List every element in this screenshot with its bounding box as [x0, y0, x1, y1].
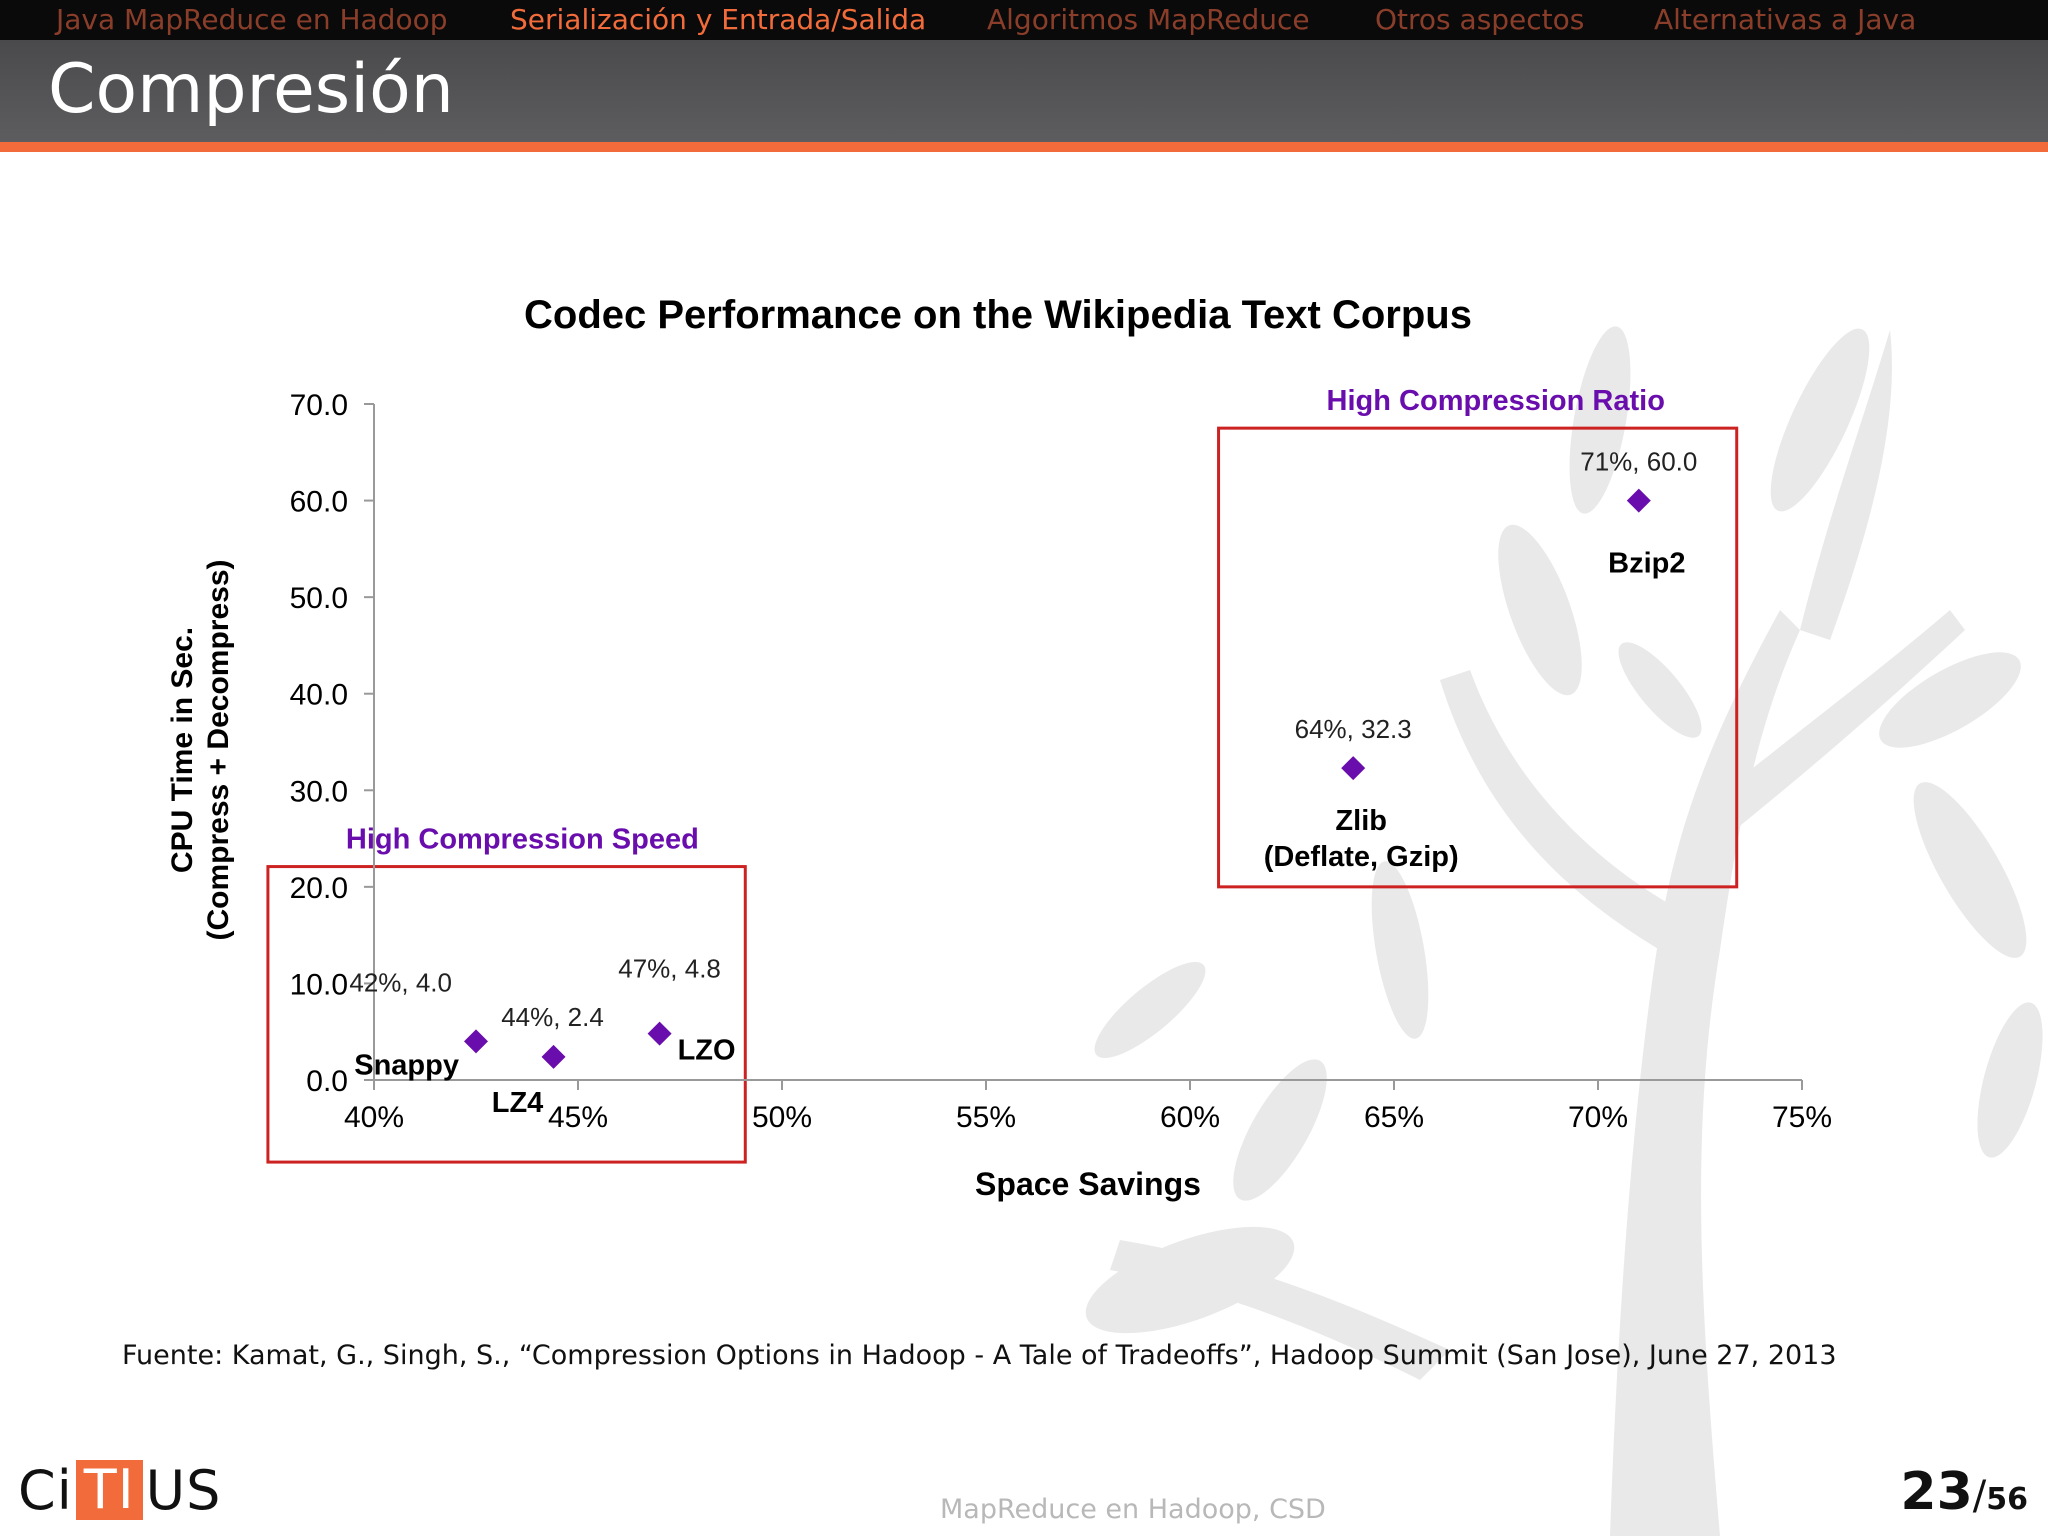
data-point: [1341, 756, 1366, 781]
data-label: 47%, 4.8: [618, 954, 721, 984]
data-point: [541, 1044, 566, 1069]
codec-scatter-chart: Codec Performance on the Wikipedia Text …: [166, 293, 1832, 1202]
source-note: Fuente: Kamat, G., Singh, S., “Compressi…: [122, 1340, 1837, 1371]
page-separator: /: [1972, 1473, 1987, 1519]
group-box: [1217, 426, 1739, 889]
page-number: 23/56: [1900, 1462, 2028, 1522]
y-tick-label: 30.0: [290, 775, 348, 808]
logo-text-left: Ci: [18, 1458, 73, 1522]
x-tick-label: 75%: [1772, 1101, 1832, 1134]
logo-text-right: US: [145, 1458, 222, 1522]
data-label: 71%, 60.0: [1580, 447, 1697, 477]
y-axis-label-line-2: (Compress + Decompress): [202, 560, 235, 941]
point-name: Zlib: [1335, 805, 1387, 837]
data-label: 42%, 4.0: [349, 967, 452, 997]
y-tick-label: 40.0: [290, 679, 348, 712]
logo-text-box: TI: [75, 1460, 143, 1520]
slide-title: Compresión: [48, 50, 454, 129]
citius-logo: Ci TI US: [18, 1458, 222, 1522]
title-underline: [0, 142, 2048, 152]
nav-item-java-mapreduce[interactable]: Java MapReduce en Hadoop: [56, 3, 448, 36]
y-tick-label: 10.0: [290, 968, 348, 1001]
group-label: High Compression Ratio: [1327, 385, 1665, 417]
nav-item-algoritmos[interactable]: Algoritmos MapReduce: [987, 3, 1310, 36]
footer-presentation-title: MapReduce en Hadoop, CSD: [940, 1494, 1326, 1525]
point-name: LZ4: [492, 1087, 544, 1119]
point-name: Snappy: [354, 1049, 459, 1081]
x-tick-label: 65%: [1364, 1101, 1424, 1134]
x-tick-label: 45%: [548, 1101, 608, 1134]
title-bar: [0, 40, 2048, 142]
point-name: Bzip2: [1608, 548, 1685, 580]
tree-watermark-icon: [1085, 326, 2043, 1536]
point-name-secondary: (Deflate, Gzip): [1264, 841, 1459, 873]
y-tick-label: 50.0: [290, 582, 348, 615]
data-point: [1626, 488, 1651, 513]
x-tick-label: 55%: [956, 1101, 1016, 1134]
group-box: [266, 865, 747, 1164]
x-tick-label: 50%: [752, 1101, 812, 1134]
point-name: LZO: [678, 1035, 736, 1067]
y-axis-label-line-1: CPU Time in Sec.: [166, 627, 199, 873]
nav-item-alternativas[interactable]: Alternativas a Java: [1654, 3, 1917, 36]
data-label: 44%, 2.4: [501, 1002, 604, 1032]
x-tick-label: 60%: [1160, 1101, 1220, 1134]
group-label: High Compression Speed: [346, 824, 699, 856]
data-label: 64%, 32.3: [1295, 714, 1412, 744]
section-navbar: Java MapReduce en Hadoop Serialización y…: [0, 0, 2048, 40]
data-point: [464, 1029, 488, 1054]
page-current: 23: [1900, 1462, 1973, 1522]
y-tick-label: 0.0: [306, 1065, 348, 1098]
y-tick-label: 20.0: [290, 872, 348, 905]
y-tick-label: 60.0: [290, 486, 348, 519]
chart-title: Codec Performance on the Wikipedia Text …: [524, 293, 1472, 337]
page-total: 56: [1986, 1482, 2028, 1517]
nav-item-serializacion[interactable]: Serialización y Entrada/Salida: [510, 3, 927, 36]
x-axis-label: Space Savings: [975, 1166, 1201, 1202]
x-tick-label: 70%: [1568, 1101, 1628, 1134]
x-tick-label: 40%: [344, 1101, 404, 1134]
data-point: [647, 1021, 672, 1046]
nav-item-otros-aspectos[interactable]: Otros aspectos: [1375, 3, 1585, 36]
y-tick-label: 70.0: [290, 389, 348, 422]
